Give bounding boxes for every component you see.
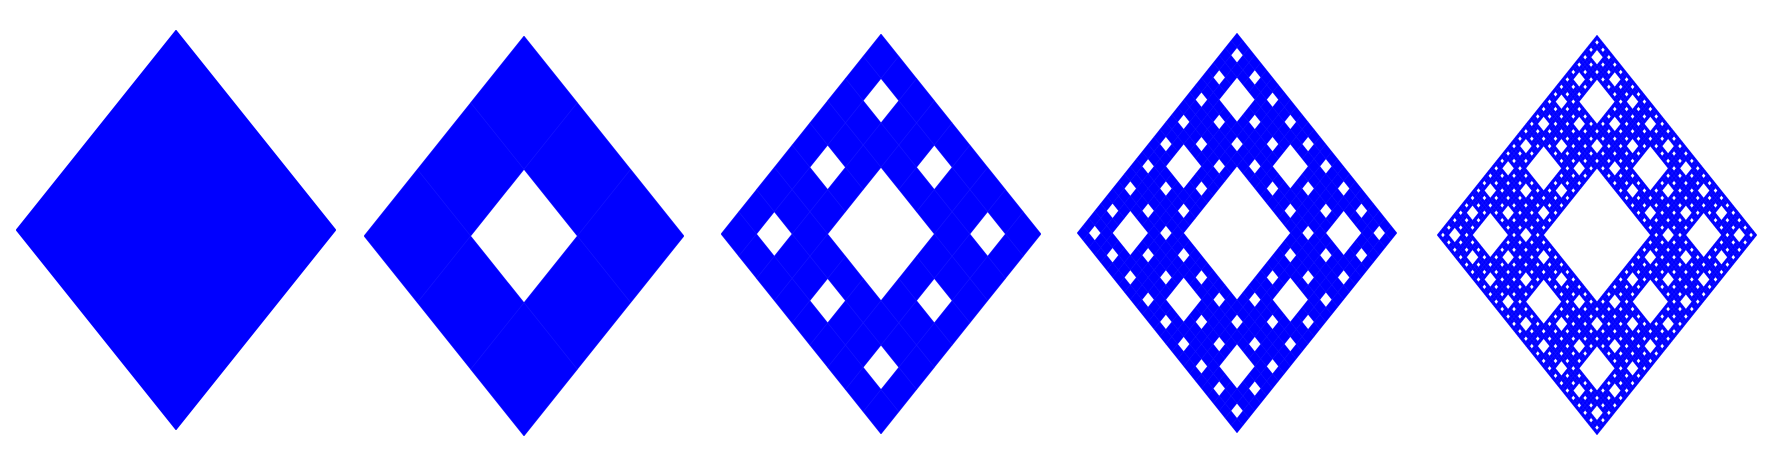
- fractal-panel-level-4: [1437, 35, 1757, 435]
- carpet-cells: [16, 30, 336, 430]
- fractal-panel-level-0: [16, 30, 336, 430]
- carpet-cell: [862, 389, 900, 434]
- carpet-cell: [1230, 417, 1244, 433]
- carpet-cells: [1077, 33, 1397, 433]
- carpet-cells: [721, 34, 1041, 434]
- fractal-panel-level-1: [364, 36, 684, 436]
- carpet-cells: [364, 36, 684, 436]
- carpet-cell: [470, 302, 578, 436]
- fractal-panel-level-2: [721, 34, 1041, 434]
- carpet-cells: [1437, 35, 1757, 435]
- carpet-cell: [1594, 429, 1600, 435]
- carpet-cell: [16, 30, 336, 430]
- fractal-panel-level-3: [1077, 33, 1397, 433]
